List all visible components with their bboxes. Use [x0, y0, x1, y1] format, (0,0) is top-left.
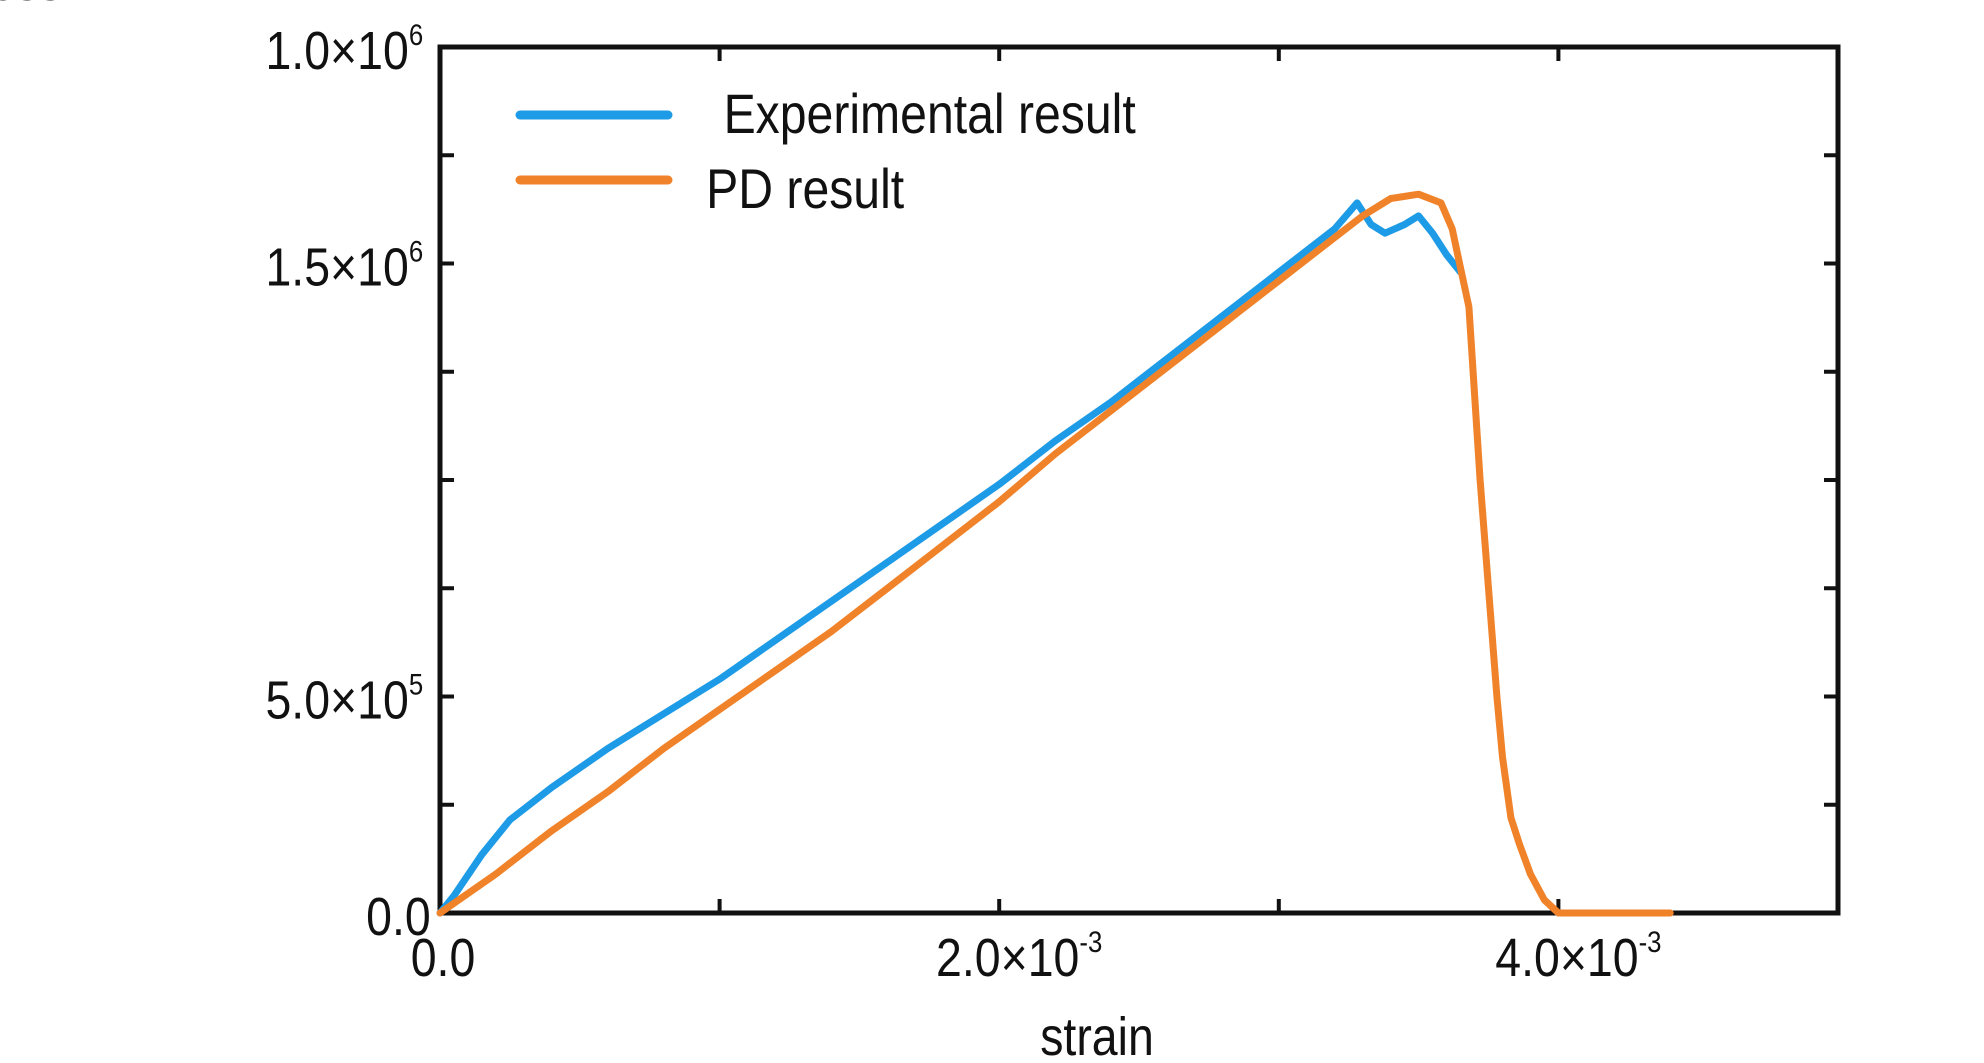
y-tick-label: 1.5×106 [265, 235, 423, 298]
x-tick-label: 0.0 [411, 927, 476, 988]
x-tick-label: 2.0×10-3 [936, 925, 1102, 988]
legend: Experimental result PD result [497, 70, 1247, 228]
legend-label-experimental: Experimental result [724, 84, 1137, 146]
legend-background [497, 70, 1247, 228]
y-axis-label: stress [0, 0, 62, 12]
x-axis-label: strain [1040, 1006, 1154, 1063]
y-tick-label: 5.0×105 [265, 668, 423, 731]
series-line-experimental [436, 199, 1464, 917]
y-tick-label: 1.0×106 [265, 18, 423, 81]
series-line-pd [436, 190, 1674, 917]
series-lines [436, 190, 1674, 917]
legend-label-pd: PD result [706, 159, 904, 221]
tick-labels: 0.0 2.0×10-3 4.0×10-3 0.0 5.0×105 1.5×106 1.0×… [265, 18, 1661, 988]
x-tick-label: 4.0×10-3 [1495, 925, 1661, 988]
y-tick-label: 0.0 [366, 886, 431, 947]
